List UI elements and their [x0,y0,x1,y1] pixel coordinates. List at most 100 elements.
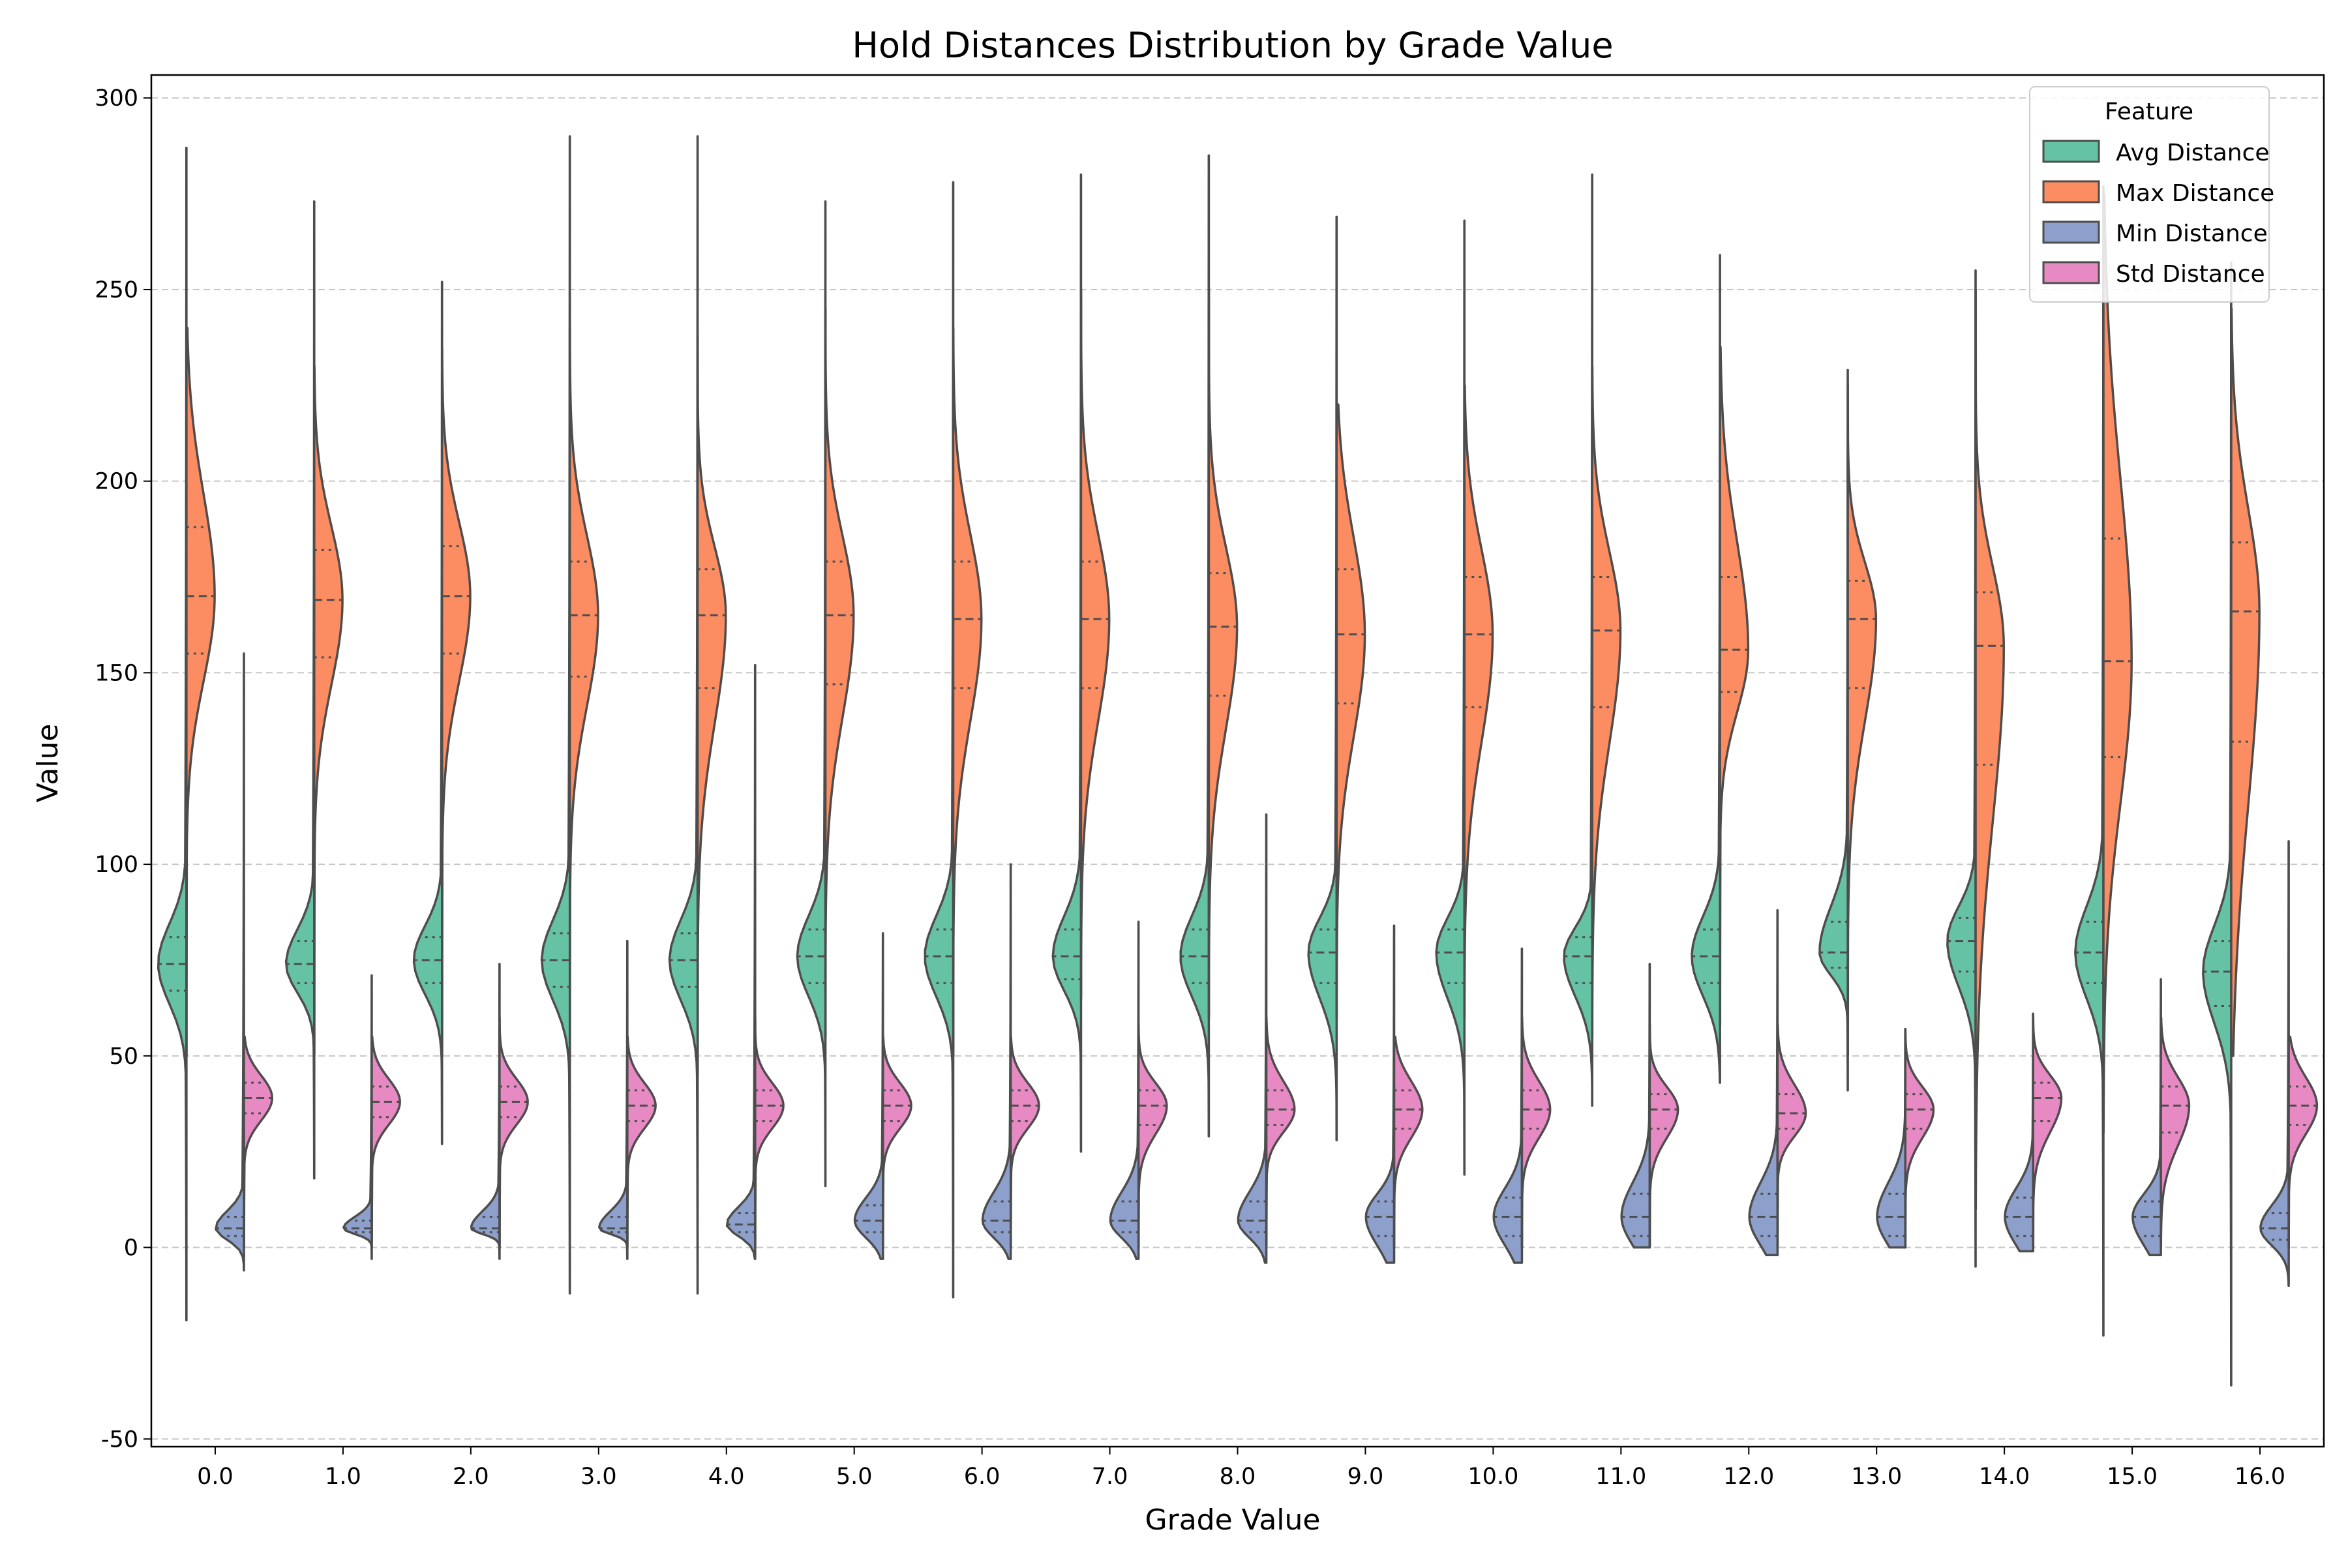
x-tick-label: 1.0 [325,1464,361,1490]
violin-half [1904,1027,1935,1249]
violin-group [626,1035,657,1249]
x-tick-label: 4.0 [708,1464,745,1490]
violin-group [1207,288,1239,1019]
violin-half [1463,384,1494,1019]
violin-group [441,346,472,1057]
violin-half [725,663,757,1260]
legend-label: Min Distance [2116,220,2268,247]
violin-half [1207,288,1239,1019]
violin-half [952,326,983,1057]
x-tick-label: 7.0 [1092,1464,1128,1490]
violin-half [824,307,855,1038]
violin-group [1392,1035,1424,1249]
violin-half [2287,1035,2319,1249]
violin-group [2102,192,2133,1134]
violin-group [2160,1016,2191,1249]
x-tick-label: 9.0 [1347,1464,1384,1490]
violin-group [568,326,599,1057]
violin-group [1079,288,1111,1000]
legend-swatch [2042,261,2100,284]
violin-half [1265,1016,1296,1249]
violin-group [185,326,216,1057]
violin-half [1776,1024,1807,1249]
violin-half [1974,288,2006,1211]
violin-half [626,1035,657,1249]
violin-group [882,1035,912,1249]
violin-half [696,334,727,1076]
violin-group [696,334,727,1076]
violin-group [952,326,983,1057]
violin-half [370,1035,401,1249]
violin-half [1137,1024,1168,1249]
x-tick-label: 16.0 [2235,1464,2285,1490]
violin-group [1904,1027,1935,1249]
violin-half [1719,346,1750,1027]
grid-lines [151,97,2324,1440]
violins [157,135,2319,1387]
x-axis-title: Grade Value [1145,1503,1321,1537]
violin-group [2230,307,2261,1057]
x-tick-label: 10.0 [1468,1464,1518,1490]
violin-half [1392,1035,1424,1249]
violin-group [498,1016,529,1249]
y-tick-label: 200 [95,469,138,495]
x-axis-ticks: 0.0 1.0 2.0 3.0 4.0 5.0 6.0 7.0 8.0 9.0 10.0 11.0 12… [197,1447,2285,1490]
violin-group [1846,384,1878,1057]
violin-group [243,1035,274,1249]
legend-title: Feature [2105,98,2193,125]
violin-half [2160,1016,2191,1249]
y-axis-ticks: -50 0 50 100 150 200 250 300 [95,85,151,1453]
x-tick-label: 3.0 [580,1464,617,1490]
x-tick-label: 5.0 [836,1464,873,1490]
x-tick-label: 8.0 [1220,1464,1256,1490]
violin-half [498,1016,529,1249]
x-tick-label: 15.0 [2107,1464,2158,1490]
violin-half [1591,365,1622,1038]
violin-group [754,1016,785,1249]
violin-group [1335,403,1366,1019]
y-tick-label: 150 [95,660,138,686]
violin-half [1335,403,1366,1019]
violin-half [1520,1016,1552,1249]
violin-half [185,326,216,1057]
violin-group [725,663,757,1260]
violin-half [1009,1035,1040,1249]
violin-half [215,652,245,1272]
legend-label: Std Distance [2116,261,2265,288]
violin-half [568,326,599,1057]
violin-half [441,346,472,1057]
x-tick-label: 2.0 [453,1464,489,1490]
violin-group [1591,365,1622,1038]
violin-group [215,652,245,1272]
legend-swatch [2042,220,2100,244]
violin-group [824,307,855,1038]
legend-swatch [2042,180,2100,204]
violin-half [754,1016,785,1249]
y-axis-title: Value [31,724,65,803]
y-tick-label: -50 [101,1426,138,1453]
violin-group [1648,1024,1679,1249]
violin-group [1137,1024,1168,1249]
violin-group [1974,288,2006,1211]
violin-group [1009,1035,1040,1249]
y-tick-label: 0 [124,1235,138,1261]
violin-half [2032,1016,2063,1249]
violin-half [1079,288,1111,1000]
violin-half [1846,384,1878,1057]
violin-group [1463,384,1494,1019]
x-tick-label: 0.0 [197,1464,233,1490]
x-tick-label: 14.0 [1979,1464,2030,1490]
y-tick-label: 300 [95,85,138,112]
y-tick-label: 50 [109,1044,138,1070]
legend-label: Avg Distance [2116,140,2270,166]
violin-half [2102,192,2133,1134]
legend-swatch [2042,140,2100,163]
x-tick-label: 6.0 [964,1464,1001,1490]
y-tick-label: 250 [95,277,138,303]
legend-label: Max Distance [2116,180,2274,207]
x-tick-label: 11.0 [1595,1464,1646,1490]
violin-group [1719,346,1750,1027]
y-tick-label: 100 [95,852,138,878]
